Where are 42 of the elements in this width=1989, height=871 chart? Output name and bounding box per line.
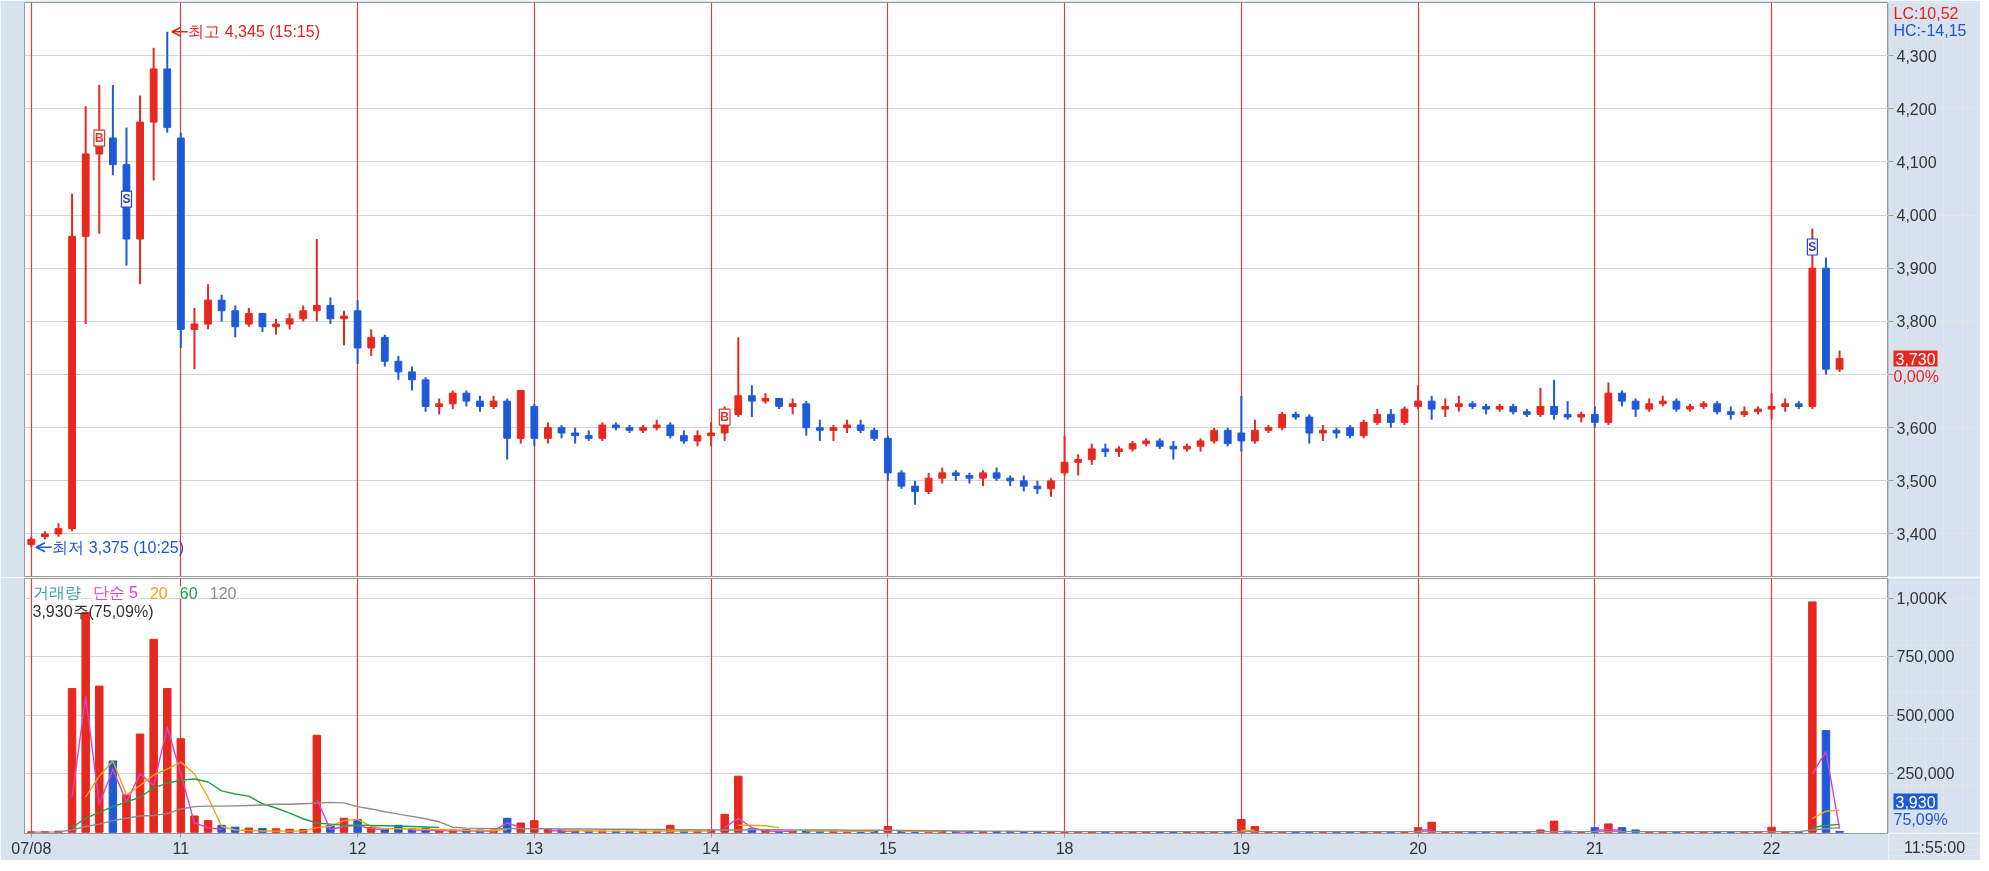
- x-tick-label: 21: [1585, 839, 1604, 857]
- text: 20: [149, 584, 168, 602]
- annotation: 3,930주(75,09%): [32, 603, 154, 620]
- text: 75,09%: [1893, 811, 1948, 828]
- x-tick-label: 15: [878, 839, 897, 857]
- x-tick-label: 20: [1409, 839, 1428, 857]
- text: 단순 5: [92, 584, 138, 601]
- y-tick-label: 3,400: [1896, 525, 1937, 543]
- series-label: 거래량: [32, 584, 81, 601]
- x-tick-label: 22: [1762, 839, 1781, 857]
- text: 120: [209, 584, 237, 602]
- series-label: B: [94, 131, 104, 146]
- y-tick-label: 3,900: [1896, 260, 1937, 278]
- x-tick-label: 14: [702, 839, 721, 857]
- x-tick-label: 18: [1055, 839, 1074, 857]
- text: 11:55:00: [1903, 838, 1966, 856]
- y-tick-label: 4,100: [1896, 153, 1937, 171]
- text: B: [720, 410, 730, 425]
- y-tick-label: 500,000: [1896, 706, 1955, 724]
- x-tick-label: 19: [1232, 839, 1251, 857]
- y-tick-label: 4,300: [1896, 47, 1937, 65]
- y-tick-label: 4,000: [1896, 207, 1937, 225]
- text: S: [122, 192, 131, 207]
- y-tick-label: 1,000K: [1896, 589, 1948, 607]
- text: 3,930: [1895, 793, 1936, 811]
- y-tick-label: 250,000: [1896, 765, 1955, 783]
- text: 0,00%: [1893, 368, 1939, 386]
- x-tick-label: 13: [525, 839, 544, 857]
- x-tick-label: 07/08: [11, 839, 52, 857]
- text: LC:10,52: [1893, 5, 1959, 22]
- text: 60: [179, 584, 198, 602]
- series-label: S: [1808, 239, 1817, 254]
- y-tick-label: 4,200: [1896, 100, 1937, 118]
- y-tick-label: 3,600: [1896, 419, 1937, 437]
- x-tick-label: 12: [348, 839, 367, 857]
- y-tick-label: 3,800: [1896, 313, 1937, 331]
- y-tick-label: 3,500: [1896, 472, 1937, 490]
- x-tick-label: 11: [172, 839, 190, 857]
- annotation: 최고 4,345 (15:15): [188, 23, 320, 41]
- y-tick-label: 750,000: [1896, 648, 1955, 666]
- text: HC:-14,15: [1893, 22, 1967, 39]
- text: 3,730: [1895, 350, 1936, 368]
